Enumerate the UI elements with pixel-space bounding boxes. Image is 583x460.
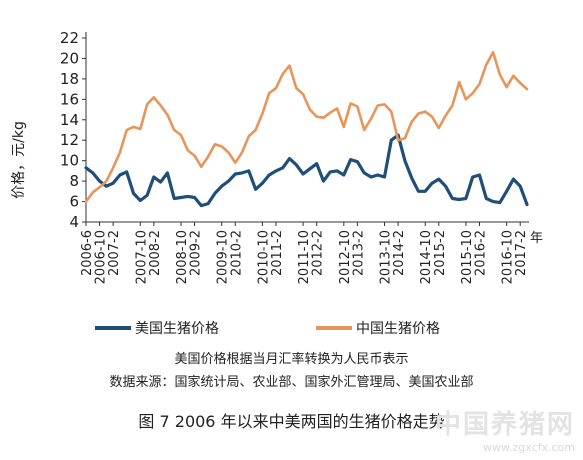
x-tick-label: 2013-2 (351, 230, 366, 276)
y-tick-label: 8 (69, 172, 79, 190)
legend-us-swatch (95, 326, 131, 330)
x-tick-label: 2011-2 (270, 230, 285, 276)
x-tick-label: 2010-10 (256, 230, 271, 284)
x-tick-label: 2016-10 (501, 230, 516, 284)
chart-axes (85, 32, 529, 223)
watermark: 中国养猪网 www.zgxcfx.com (385, 404, 575, 454)
y-tick-label: 16 (60, 90, 79, 108)
y-tick-label: 20 (60, 49, 79, 67)
x-tick-label: 2014-2 (392, 230, 407, 276)
x-tick-label: 2011-10 (297, 230, 312, 284)
legend-us: 美国生猪价格 (95, 318, 219, 338)
series-line-cn (84, 50, 529, 203)
y-tick-label: 6 (69, 193, 79, 211)
legend-cn: 中国生猪价格 (316, 318, 440, 338)
x-tick-label: 2006-6 (80, 230, 95, 276)
y-tick-label: 10 (60, 152, 79, 170)
x-tick-label: 2009-10 (216, 230, 231, 284)
x-tick-label: 2008-2 (148, 230, 163, 276)
x-tick-label: 2009-2 (189, 230, 204, 276)
y-axis-ticks: 4 6 8 10 12 14 16 18 20 22 (60, 29, 86, 231)
note-data-source: 数据来源：国家统计局、农业部、国家外汇管理局、美国农业部 (109, 375, 474, 390)
legend-cn-label: 中国生猪价格 (356, 321, 440, 337)
x-tick-label: 2013-10 (379, 230, 394, 284)
x-tick-label: 2006-10 (94, 230, 109, 284)
series-line-us (84, 133, 529, 208)
x-tick-label: 2012-2 (311, 230, 326, 276)
x-tick-label: 2008-10 (175, 230, 190, 284)
watermark-logo: 中国养猪网 (434, 410, 575, 440)
y-tick-label: 18 (60, 70, 79, 88)
x-tick-label: 2007-2 (107, 230, 122, 276)
y-axis-label: 价格，元/kg (11, 121, 27, 199)
x-tick-label: 2010-2 (229, 230, 244, 276)
y-tick-label: 12 (60, 131, 79, 149)
x-tick-label: 2014-10 (419, 230, 434, 284)
y-tick-label: 14 (60, 111, 79, 129)
x-tick-label: 2007-10 (134, 230, 149, 284)
legend-cn-swatch (316, 326, 352, 330)
watermark-url: www.zgxcfx.com (483, 441, 575, 454)
y-tick-label: 4 (69, 213, 79, 231)
chart-series (84, 50, 529, 208)
x-tick-label: 2012-10 (338, 230, 353, 284)
figure-caption: 图 7 2006 年以来中美两国的生猪价格走势 (138, 412, 445, 431)
x-tick-label: 2016-2 (474, 230, 489, 276)
legend-us-label: 美国生猪价格 (135, 321, 219, 337)
x-axis-unit: 年 (530, 231, 543, 246)
y-tick-label: 22 (60, 29, 79, 47)
x-tick-label: 2015-10 (460, 230, 475, 284)
note-exchange-rate: 美国价格根据当月汇率转换为人民币表示 (174, 352, 409, 367)
x-tick-label: 2017-2 (514, 230, 529, 276)
x-tick-label: 2015-2 (433, 230, 448, 276)
